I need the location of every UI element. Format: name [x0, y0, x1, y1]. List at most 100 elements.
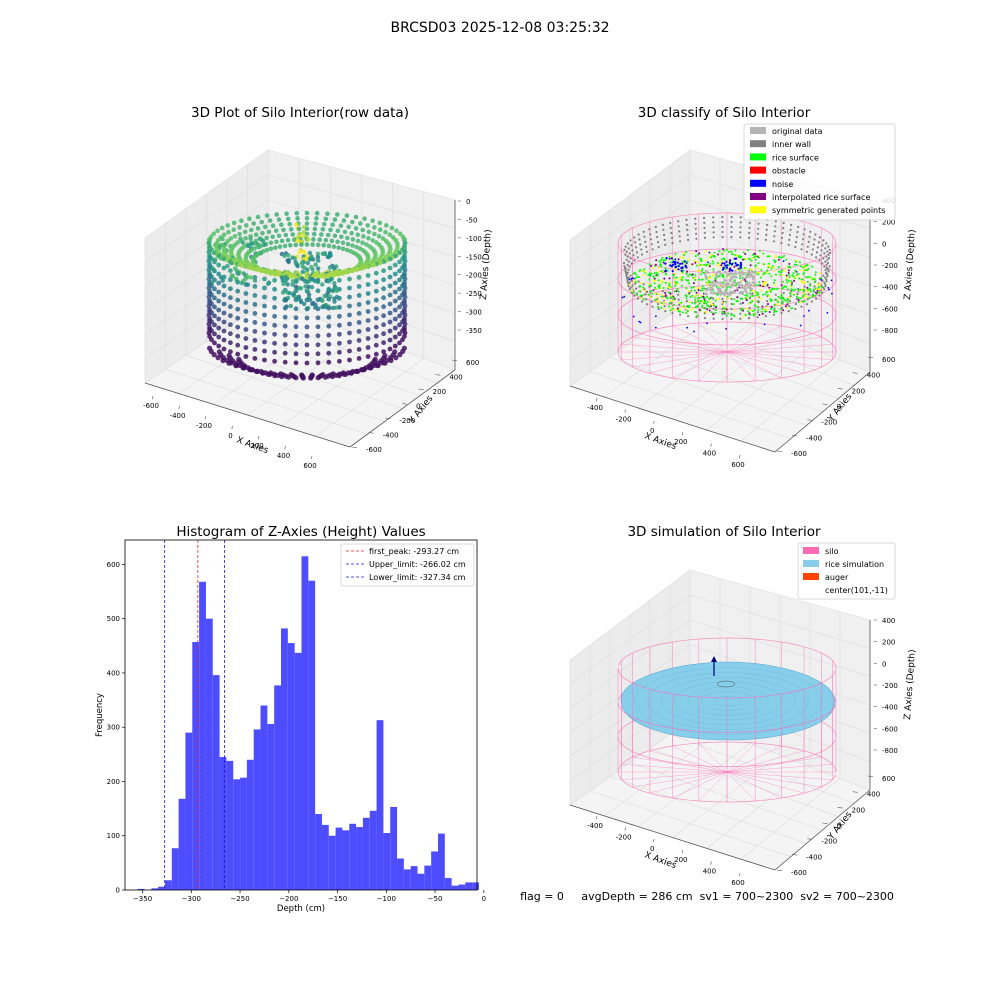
interpolated-rice-surface-point	[664, 291, 667, 294]
original-data-point	[737, 281, 740, 285]
rice-surface-point	[732, 303, 735, 306]
noise-point	[725, 327, 727, 330]
raw-data-point	[235, 315, 241, 321]
noise-point	[671, 270, 674, 273]
symmetric-generated-point	[657, 301, 660, 304]
original-data-point	[709, 291, 713, 295]
inner-wall-point	[747, 317, 751, 320]
rice-surface-point	[773, 261, 776, 264]
rice-surface-point	[804, 269, 807, 272]
raw-data-point	[264, 235, 270, 241]
raw-data-point	[304, 275, 310, 280]
raw-data-point	[215, 355, 221, 361]
rice-surface-point	[749, 313, 752, 316]
raw-data-point	[337, 313, 342, 319]
raw-data-point	[282, 305, 288, 311]
rice-surface-point	[694, 274, 697, 277]
inner-wall-point	[643, 235, 646, 238]
inner-wall-point	[635, 251, 639, 254]
rice-surface-point	[648, 263, 651, 266]
histogram-legend-label: first_peak: -293.27 cm	[369, 547, 459, 556]
symmetric-generated-point	[753, 292, 756, 295]
inner-wall-point	[821, 291, 824, 294]
inner-wall-point	[824, 285, 827, 288]
raw-data-point	[329, 238, 335, 244]
raw-data-point	[293, 279, 299, 285]
inner-wall-point	[634, 241, 637, 244]
symmetric-generated-point	[805, 289, 808, 292]
rice-surface-point	[664, 273, 667, 276]
inner-wall-point	[823, 265, 826, 268]
symmetric-generated-point	[816, 287, 819, 290]
raw-data-point	[282, 253, 287, 259]
inner-wall-point	[712, 221, 715, 224]
rice-surface-point	[673, 276, 676, 279]
inner-wall-point	[628, 252, 631, 255]
noise-point	[679, 262, 682, 265]
inner-wall-point	[721, 297, 724, 301]
noise-point	[729, 259, 732, 262]
raw-data-point	[387, 292, 393, 298]
raw-data-point	[290, 232, 296, 237]
raw-data-point	[245, 282, 251, 287]
raw-data-point	[215, 228, 220, 234]
rice-surface-point	[780, 302, 783, 305]
raw-data-point	[279, 222, 284, 227]
symmetric-generated-point	[756, 267, 759, 270]
inner-wall-point	[826, 273, 829, 276]
original-data-point	[735, 286, 739, 290]
inner-wall-point	[823, 281, 826, 284]
inner-wall-point	[821, 262, 824, 265]
classify-silo-floor-spoke	[726, 336, 822, 353]
cls-x-tick-label: 400	[703, 450, 716, 458]
sim-y-tick-label: 400	[867, 791, 880, 799]
rice-surface-point	[785, 279, 788, 281]
raw-data-point	[221, 265, 227, 271]
original-data-point	[704, 275, 708, 279]
histogram-bar	[424, 865, 432, 890]
raw-data-point	[387, 256, 393, 262]
symmetric-generated-point	[681, 252, 684, 255]
histogram-bar	[260, 705, 268, 890]
inner-wall-point	[629, 286, 632, 289]
classify-silo-floor-spoke	[726, 351, 822, 368]
raw-x-tick-label: -400	[170, 412, 186, 420]
symmetric-generated-point	[708, 277, 711, 280]
rice-surface-point	[744, 294, 747, 297]
raw-data-point	[239, 263, 244, 268]
inner-wall-point	[631, 284, 634, 287]
raw-data-point	[311, 237, 316, 242]
raw-data-point	[337, 340, 342, 346]
interpolated-rice-surface-point	[698, 252, 701, 255]
classify-legend-swatch	[750, 179, 766, 187]
raw-data-point	[356, 329, 362, 334]
original-data-point	[718, 291, 722, 295]
rice-surface-point	[698, 302, 701, 305]
inner-wall-point	[644, 240, 647, 243]
simulation-rice-surface	[620, 661, 836, 741]
histogram-x-tick-label: −50	[428, 895, 443, 903]
raw-data-point	[381, 322, 386, 328]
histogram-x-tick-label: −200	[279, 895, 298, 903]
raw-data-point	[322, 221, 327, 227]
raw-data-point	[345, 235, 350, 241]
raw-data-point	[299, 233, 304, 239]
raw-data-point	[221, 301, 227, 307]
raw-data-point	[260, 370, 266, 376]
rice-surface-point	[669, 309, 672, 312]
rice-surface-point	[658, 284, 661, 287]
classify-3d-plot: 3D classify of Silo Interior -400-200020…	[569, 105, 918, 469]
symmetric-generated-point	[710, 254, 713, 257]
noise-point	[782, 260, 785, 263]
rice-surface-point	[726, 248, 728, 251]
inner-wall-point	[806, 298, 809, 301]
raw-data-point	[305, 267, 310, 272]
raw-x-tick-label: 200	[250, 442, 263, 450]
original-data-point	[720, 285, 724, 288]
noise-point	[672, 263, 675, 266]
raw-data-point	[389, 225, 395, 231]
simulation-silo-floor-spoke	[621, 771, 728, 781]
inner-wall-point	[634, 282, 637, 285]
inner-wall-point	[625, 250, 628, 253]
rice-surface-point	[741, 307, 744, 310]
